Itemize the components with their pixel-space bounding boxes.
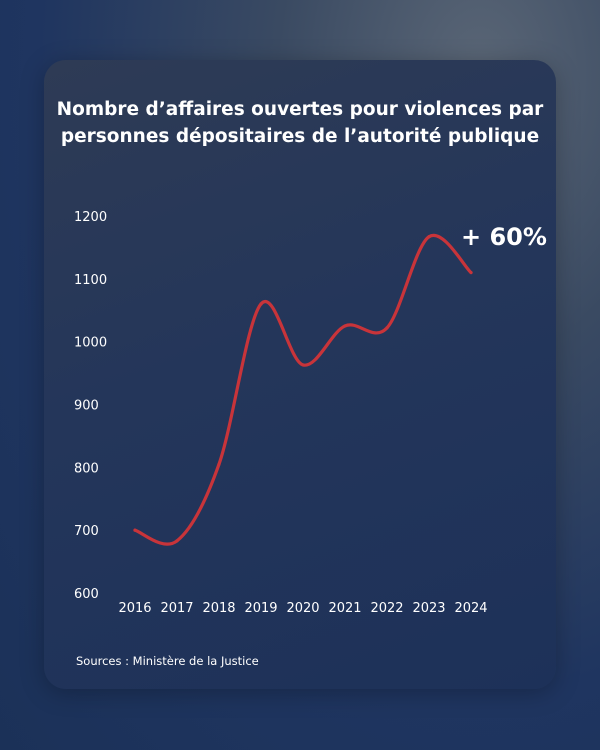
data-point xyxy=(385,326,389,330)
data-point xyxy=(427,235,431,239)
x-tick-label: 2020 xyxy=(286,601,319,616)
y-tick-label: 800 xyxy=(74,461,99,476)
series-points xyxy=(133,235,473,543)
x-tick-label: 2022 xyxy=(370,601,403,616)
y-tick-label: 1200 xyxy=(74,210,107,225)
y-tick-label: 600 xyxy=(74,587,99,602)
x-tick-label: 2016 xyxy=(118,601,151,616)
x-tick-label: 2017 xyxy=(160,601,193,616)
data-point xyxy=(259,302,263,306)
chart-title-line-1: Nombre d’affaires ouvertes pour violence… xyxy=(56,99,544,120)
source-note: Sources : Ministère de la Justice xyxy=(76,654,259,668)
data-point xyxy=(301,363,305,367)
chart-title: Nombre d’affaires ouvertes pour violence… xyxy=(0,96,600,150)
y-axis-ticks: 600 700 800 900 1000 1100 1200 xyxy=(74,210,107,602)
data-point xyxy=(469,270,473,275)
data-point xyxy=(343,324,347,328)
y-tick-label: 1100 xyxy=(74,273,107,288)
chart-card xyxy=(44,60,556,689)
x-tick-label: 2019 xyxy=(244,601,277,616)
y-tick-label: 1000 xyxy=(74,336,107,351)
data-point xyxy=(175,539,179,543)
x-tick-label: 2018 xyxy=(202,601,235,616)
x-tick-label: 2023 xyxy=(412,601,445,616)
x-tick-label: 2024 xyxy=(454,601,487,616)
data-point xyxy=(133,528,137,532)
y-tick-label: 900 xyxy=(74,399,99,414)
x-tick-label: 2021 xyxy=(328,601,361,616)
y-tick-label: 700 xyxy=(74,524,99,539)
data-point xyxy=(217,462,221,466)
series-line xyxy=(133,233,473,546)
growth-annotation: + 60% xyxy=(461,223,547,251)
x-axis-ticks: 2016 2017 2018 2019 2020 2021 2022 2023 2024 xyxy=(118,601,487,616)
chart-title-line-2: personnes dépositaires de l’autorité pub… xyxy=(60,126,540,147)
